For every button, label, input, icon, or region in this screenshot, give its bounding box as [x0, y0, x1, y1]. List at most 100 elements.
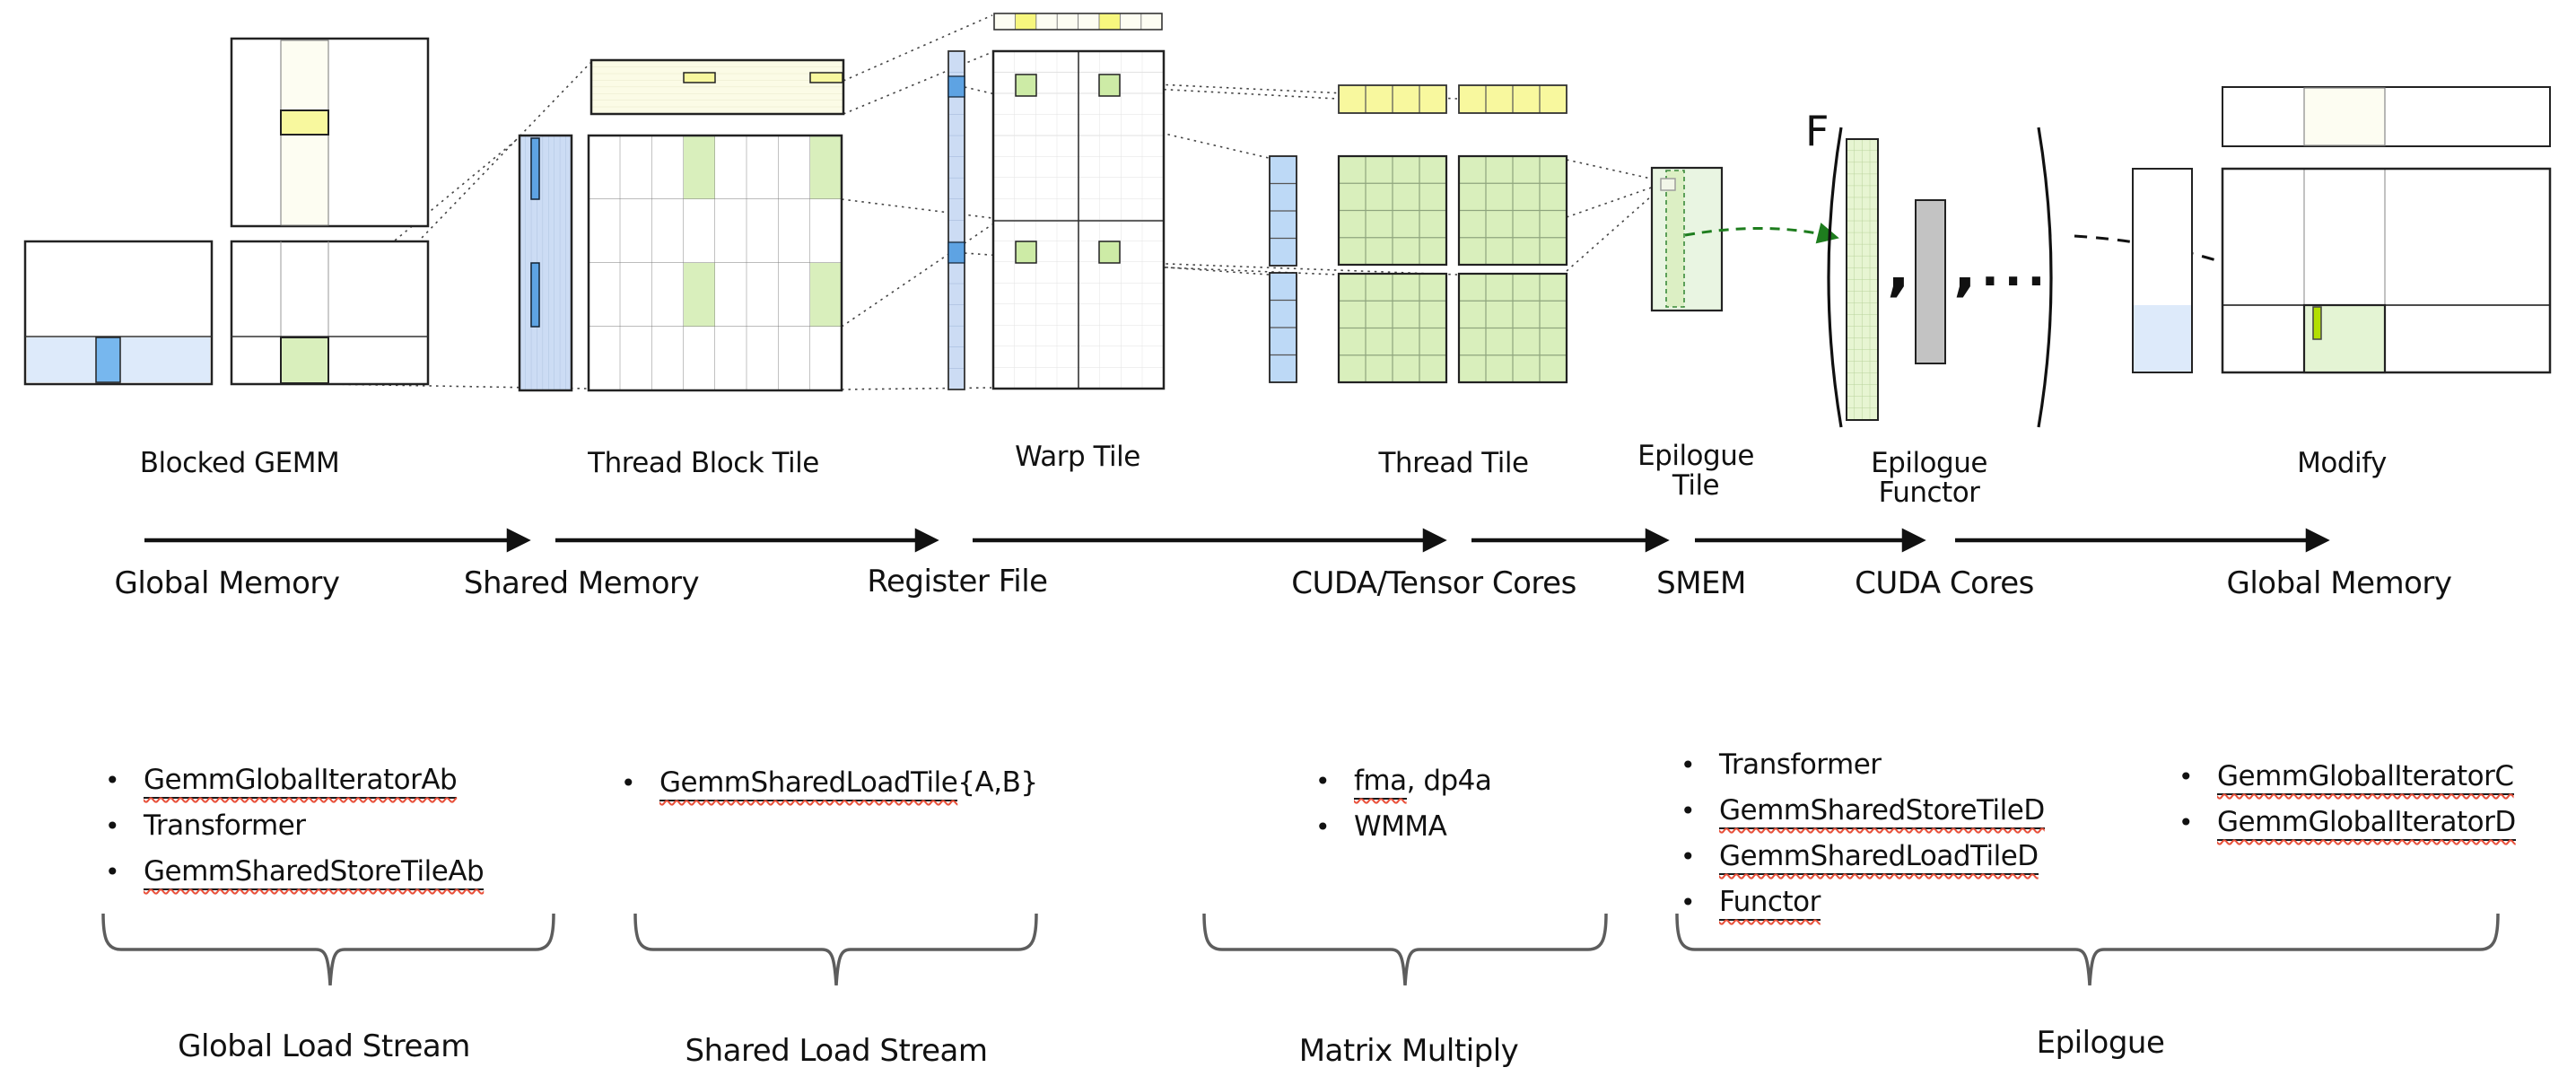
- bullet-text: GemmGlobalIteratorC: [2217, 759, 2514, 795]
- thread-block-b-operand-bar: [589, 58, 845, 116]
- shared-memory-column: [518, 134, 573, 392]
- label-epilogue: Epilogue: [2036, 1025, 2165, 1061]
- bullet-dot: •: [105, 857, 120, 887]
- bullet-text: Transformer: [144, 809, 306, 842]
- thread-tile-group: [1269, 84, 1568, 384]
- bullet-item: • GemmSharedStoreTileD: [1681, 793, 2045, 839]
- brace-matrix-multiply: [1202, 913, 1608, 986]
- caption-epilogue-functor-line1: Epilogue: [1871, 447, 1987, 479]
- bullet-dot: •: [621, 768, 636, 798]
- caption-epilogue-tile-line2: Tile: [1672, 469, 1720, 502]
- caption-thread-tile: Thread Tile: [1378, 447, 1529, 479]
- epilogue-tile-box: [1650, 166, 1724, 312]
- brace-shared-load-stream: [633, 913, 1038, 986]
- bullet-text: GemmSharedStoreTileD: [1719, 793, 2045, 829]
- bullet-item: • GemmSharedLoadTileD: [1681, 839, 2045, 885]
- bullet-dot: •: [1315, 766, 1331, 796]
- warp-green-cell: [1098, 241, 1121, 264]
- caption-epilogue-functor: Epilogue Functor: [1871, 449, 1987, 508]
- bullet-dot: •: [1681, 842, 1696, 871]
- functor-accumulator-strip: [1846, 138, 1879, 421]
- label-global-memory-dst: Global Memory: [2226, 565, 2452, 601]
- caption-thread-block-tile: Thread Block Tile: [588, 447, 819, 479]
- zoom-connector-lines: [280, 14, 1660, 390]
- register-fragment-highlight: [947, 75, 965, 98]
- bullet-list-epilogue-main: • Transformer • GemmSharedStoreTileD • GemmSh…: [1681, 748, 2045, 931]
- bullet-text: GemmSharedLoadTile{A,B}: [659, 766, 1038, 801]
- bullet-text: GemmGlobalIteratorD: [2217, 805, 2516, 841]
- warp-green-cell: [1015, 241, 1037, 264]
- register-fragment-highlight: [947, 241, 965, 264]
- label-global-load-stream: Global Load Stream: [178, 1028, 470, 1064]
- comma: ,: [1887, 233, 1910, 304]
- warp-green-cell: [1098, 74, 1121, 97]
- bullet-item: • Transformer: [105, 809, 484, 854]
- bullet-text: Transformer: [1719, 748, 1882, 781]
- epilogue-functor-expression: F , , ...: [1805, 107, 2053, 428]
- thread-accumulator-grid: [1457, 272, 1568, 384]
- bullet-list-global-load: • GemmGlobalIteratorAb • Transformer • GemmSh…: [105, 763, 485, 900]
- bullet-item: • WMMA: [1315, 809, 1491, 855]
- stream-braces: [101, 913, 2500, 986]
- bullet-dot: •: [1681, 888, 1696, 917]
- matrix-b-tile-highlight: [280, 109, 329, 136]
- bullet-item: • GemmSharedLoadTile{A,B}: [621, 766, 1038, 811]
- modify-fragment-bar: [2312, 306, 2322, 340]
- bullet-dot: •: [105, 766, 120, 795]
- open-paren: [1827, 127, 1843, 428]
- bullet-dot: •: [2179, 762, 2194, 792]
- warp-b-highlight: [1099, 13, 1121, 30]
- thread-b-strip: [1458, 84, 1567, 114]
- bullet-dot: •: [105, 811, 120, 841]
- warp-b-highlight: [1015, 13, 1036, 30]
- bullet-item: • GemmGlobalIteratorC: [2179, 759, 2516, 805]
- warp-b-fragment-strip: [993, 13, 1163, 31]
- bullet-item: • GemmSharedStoreTileAb: [105, 854, 485, 900]
- warp-tile-grid: [991, 49, 1166, 390]
- caption-epilogue-tile-line1: Epilogue: [1637, 440, 1754, 472]
- matrix-a: [23, 240, 214, 386]
- bullet-dot: •: [1681, 796, 1696, 826]
- caption-warp-tile: Warp Tile: [1015, 441, 1140, 473]
- register-file-strip: [947, 50, 965, 390]
- smem-fragment-highlight: [530, 262, 540, 328]
- label-cuda-tensor-cores: CUDA/Tensor Cores: [1291, 565, 1576, 601]
- bullet-text: GemmSharedLoadTileD: [1719, 839, 2039, 875]
- modify-b-column: [2303, 87, 2386, 146]
- close-paren: [2037, 127, 2053, 428]
- matrix-b: [230, 37, 430, 228]
- bullet-text: Functor: [1719, 885, 1821, 921]
- caption-epilogue-tile: Epilogue Tile: [1637, 442, 1754, 501]
- label-cuda-cores: CUDA Cores: [1855, 565, 2034, 601]
- ellipsis: ...: [1981, 243, 2050, 297]
- label-register-file: Register File: [867, 564, 1048, 599]
- warp-green-cell: [1015, 74, 1037, 97]
- bullet-text: WMMA: [1354, 810, 1447, 843]
- modify-matrix-c: [2221, 167, 2552, 374]
- thread-a-strip: [1269, 155, 1297, 267]
- bullet-item: • Transformer: [1681, 748, 2045, 793]
- label-smem: SMEM: [1656, 565, 1746, 601]
- comma: ,: [1953, 233, 1977, 304]
- label-matrix-multiply: Matrix Multiply: [1298, 1033, 1519, 1069]
- epilogue-flow-arrow: [1684, 223, 1839, 244]
- epilogue-column-highlight: [1665, 170, 1685, 308]
- bullet-text: GemmGlobalIteratorAb: [144, 763, 458, 799]
- bullet-item: • fma, dp4a: [1315, 764, 1492, 809]
- b-operand-fragment: [809, 72, 843, 83]
- thread-accumulator-grid: [1337, 272, 1448, 384]
- modify-a-row: [2134, 305, 2191, 372]
- thread-a-strip: [1269, 272, 1297, 383]
- brace-global-load-stream: [101, 913, 555, 986]
- matrix-a-tile-highlight: [95, 337, 121, 383]
- label-shared-load-stream: Shared Load Stream: [685, 1033, 988, 1069]
- bullet-dot: •: [1681, 750, 1696, 780]
- bullet-list-matrix-multiply: • fma, dp4a • WMMA: [1315, 764, 1492, 855]
- thread-accumulator-grid: [1457, 154, 1568, 267]
- functor-symbol: F: [1805, 107, 1829, 155]
- bullet-text: fma, dp4a: [1354, 764, 1492, 800]
- thread-block-tile-grid: [587, 134, 843, 392]
- epilogue-fragment-square: [1660, 178, 1676, 191]
